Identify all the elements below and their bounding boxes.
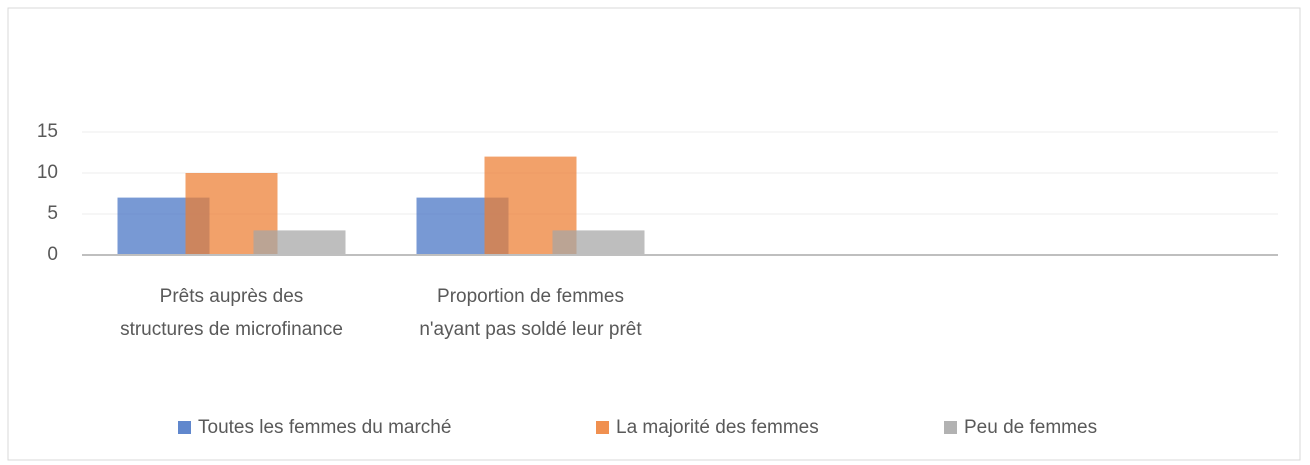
y-tick-label: 0	[47, 244, 58, 265]
legend-label: Peu de femmes	[964, 417, 1097, 438]
x-tick-label: Prêts auprès des structures de microfina…	[120, 286, 343, 340]
legend-swatch	[944, 421, 957, 434]
legend-swatch	[596, 421, 609, 434]
legend-label: Toutes les femmes du marché	[198, 417, 451, 438]
legend-swatch	[178, 421, 191, 434]
y-tick-label: 5	[47, 203, 58, 224]
y-tick-label: 15	[37, 121, 58, 142]
legend-label: La majorité des femmes	[616, 417, 819, 438]
y-tick-label: 10	[37, 162, 58, 183]
chart-frame	[7, 7, 1301, 461]
x-tick-label: Proportion de femmes n'ayant pas soldé l…	[419, 286, 642, 340]
bar	[552, 230, 645, 255]
bar	[253, 230, 346, 255]
